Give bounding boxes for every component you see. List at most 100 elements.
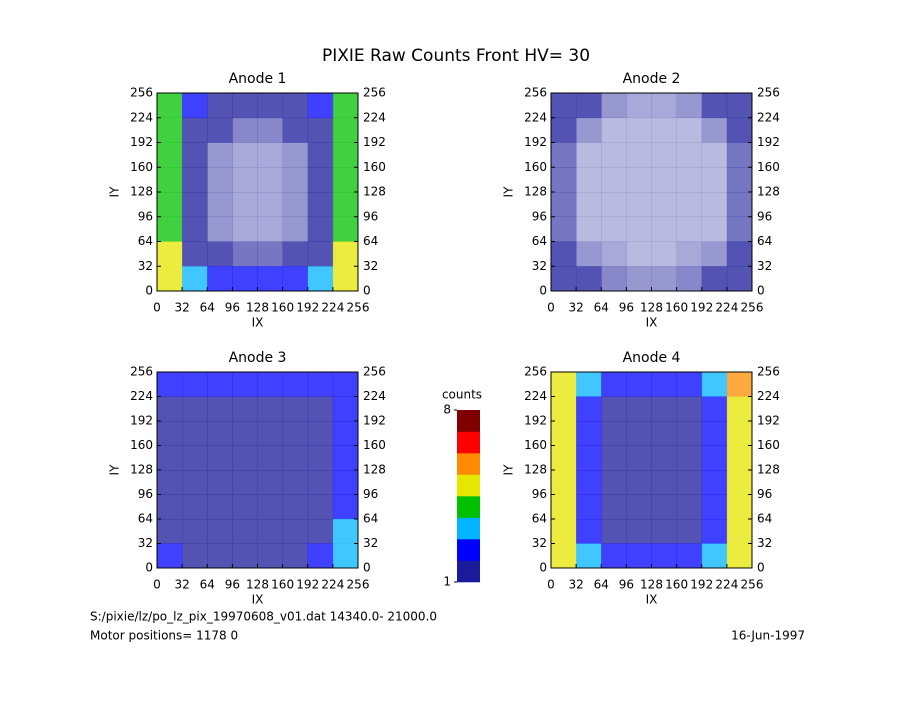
heatmap-cell: [601, 494, 627, 520]
heatmap-cell: [157, 494, 183, 520]
heatmap-cell: [207, 470, 233, 495]
heatmap-cell: [551, 93, 577, 119]
heatmap-cell: [332, 167, 359, 193]
heatmap-cell: [257, 519, 283, 544]
heatmap-cell: [232, 494, 258, 520]
heatmap-cell: [676, 470, 703, 495]
heatmap-cell: [701, 142, 728, 168]
heatmap-cell: [701, 396, 728, 422]
heatmap-cell: [701, 470, 728, 495]
heatmap-cell: [282, 93, 309, 119]
heatmap-cell: [626, 241, 652, 267]
heatmap-cell: [182, 117, 208, 143]
heatmap-cell: [601, 445, 627, 471]
y-tick-label-right: 96: [363, 487, 378, 501]
heatmap-cell: [651, 216, 677, 242]
y-tick-label: 256: [524, 86, 547, 100]
heatmap-cell: [626, 372, 652, 397]
colorbar-swatch: [457, 560, 480, 583]
heatmap-cell: [601, 421, 627, 446]
heatmap-cell: [157, 445, 183, 471]
heatmap-cell: [332, 543, 359, 569]
y-tick-label-right: 0: [363, 561, 371, 575]
heatmap-cell: [726, 241, 753, 267]
heatmap-cell: [601, 396, 627, 422]
y-tick-label-right: 0: [757, 561, 765, 575]
x-tick-label: 192: [690, 578, 713, 592]
heatmap-cell: [182, 216, 208, 242]
heatmap-cell: [676, 519, 703, 544]
heatmap-cell: [551, 445, 577, 471]
colorbar-swatch: [457, 496, 480, 518]
heatmap-cell: [182, 192, 208, 218]
heatmap-cell: [282, 167, 309, 193]
heatmap-cell: [182, 543, 208, 569]
heatmap-cell: [701, 519, 728, 544]
heatmap-cell: [626, 142, 652, 168]
colorbar-tick-label: 8: [443, 403, 451, 417]
heatmap-cell: [551, 372, 577, 397]
heatmap-cell: [332, 142, 359, 168]
y-tick-label-right: 256: [757, 365, 780, 379]
x-tick-label: 192: [690, 301, 713, 315]
y-tick-label-right: 160: [363, 438, 386, 452]
heatmap-cell: [257, 421, 283, 446]
y-tick-label: 224: [130, 110, 153, 124]
y-tick-label: 64: [138, 234, 153, 248]
heatmap-cell: [157, 543, 183, 569]
heatmap-cell: [282, 543, 309, 569]
heatmap-cell: [651, 93, 677, 119]
y-tick-label-right: 128: [363, 463, 386, 477]
heatmap-cell: [232, 266, 258, 292]
y-tick-label-right: 160: [757, 438, 780, 452]
heatmap-cell: [626, 470, 652, 495]
heatmap-cell: [307, 117, 334, 143]
x-tick-label: 160: [271, 578, 294, 592]
x-tick-label: 160: [271, 301, 294, 315]
heatmap-cell: [651, 241, 677, 267]
heatmap-cell: [601, 167, 627, 193]
heatmap-cell: [257, 396, 283, 422]
y-tick-label-right: 128: [757, 185, 780, 199]
heatmap-cell: [307, 192, 334, 218]
heatmap-cell: [651, 445, 677, 471]
heatmap-cell: [257, 192, 283, 218]
heatmap-cell: [332, 445, 359, 471]
x-axis-label: IX: [252, 593, 264, 607]
heatmap-cell: [651, 396, 677, 422]
y-tick-label-right: 256: [363, 365, 386, 379]
heatmap-cell: [282, 494, 309, 520]
y-tick-label: 160: [524, 438, 547, 452]
y-tick-label-right: 256: [757, 86, 780, 100]
y-tick-label: 160: [524, 160, 547, 174]
heatmap-cell: [726, 372, 753, 397]
heatmap-cell: [232, 142, 258, 168]
heatmap-cell: [257, 241, 283, 267]
heatmap-cell: [551, 216, 577, 242]
heatmap-cell: [626, 117, 652, 143]
x-tick-label: 32: [568, 301, 583, 315]
heatmap-cell: [207, 494, 233, 520]
heatmap-cell: [182, 266, 208, 292]
heatmap-cell: [576, 372, 602, 397]
heatmap-cell: [157, 372, 183, 397]
heatmap-cell: [307, 266, 334, 292]
y-axis-label: IY: [502, 186, 516, 198]
y-tick-label: 96: [138, 487, 153, 501]
heatmap-cell: [551, 543, 577, 569]
y-tick-label: 32: [532, 536, 547, 550]
x-tick-label: 128: [640, 578, 663, 592]
heatmap-cell: [651, 266, 677, 292]
heatmap-cell: [307, 470, 334, 495]
heatmap-cell: [157, 241, 183, 267]
y-tick-label: 128: [524, 185, 547, 199]
x-tick-label: 64: [200, 301, 215, 315]
y-tick-label-right: 32: [757, 259, 772, 273]
y-tick-label-right: 192: [757, 414, 780, 428]
y-tick-label-right: 0: [757, 284, 765, 298]
heatmap-cell: [257, 216, 283, 242]
x-tick-label: 32: [174, 578, 189, 592]
y-tick-label: 96: [138, 209, 153, 223]
heatmap-cell: [651, 192, 677, 218]
x-tick-label: 32: [174, 301, 189, 315]
